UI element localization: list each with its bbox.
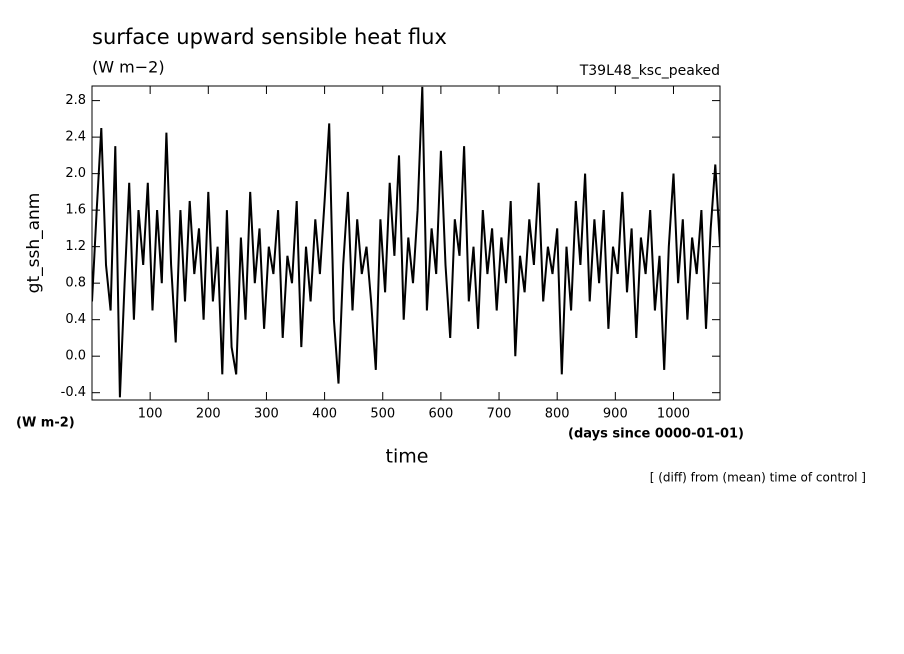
- y-tick-label: 0.8: [65, 276, 86, 291]
- y-tick-label: 0.4: [65, 312, 86, 327]
- x-tick-label: 200: [196, 407, 221, 422]
- x-tick-label: 500: [370, 407, 395, 422]
- y-tick-label: 1.2: [65, 239, 86, 254]
- y-units: (W m-2): [16, 416, 75, 431]
- y-tick-label: 2.0: [65, 166, 86, 181]
- chart-title: surface upward sensible heat flux: [92, 25, 447, 49]
- y-tick-label: -0.4: [61, 385, 86, 400]
- note: [ (diff) from (mean) time of control ]: [650, 471, 866, 485]
- x-tick-label: 1000: [657, 407, 690, 422]
- y-axis-label: gt_ssh_anm: [24, 193, 44, 294]
- y-tick-label: 0.0: [65, 349, 86, 364]
- x-units: (days since 0000-01-01): [568, 427, 744, 442]
- y-tick-label: 1.6: [65, 203, 86, 218]
- units: (W m−2): [92, 58, 165, 77]
- y-tick-label: 2.8: [65, 93, 86, 108]
- x-tick-label: 600: [428, 407, 453, 422]
- x-tick-label: 900: [603, 407, 628, 422]
- x-axis-label: time: [386, 446, 429, 468]
- x-tick-label: 700: [487, 407, 512, 422]
- x-tick-label: 300: [254, 407, 279, 422]
- y-tick-label: 2.4: [65, 130, 86, 145]
- data-line: [92, 86, 720, 398]
- plot-frame: [91, 85, 721, 401]
- x-tick-label: 800: [545, 407, 570, 422]
- experiment: T39L48_ksc_peaked: [579, 63, 720, 79]
- x-tick-label: 400: [312, 407, 337, 422]
- x-tick-label: 100: [138, 407, 163, 422]
